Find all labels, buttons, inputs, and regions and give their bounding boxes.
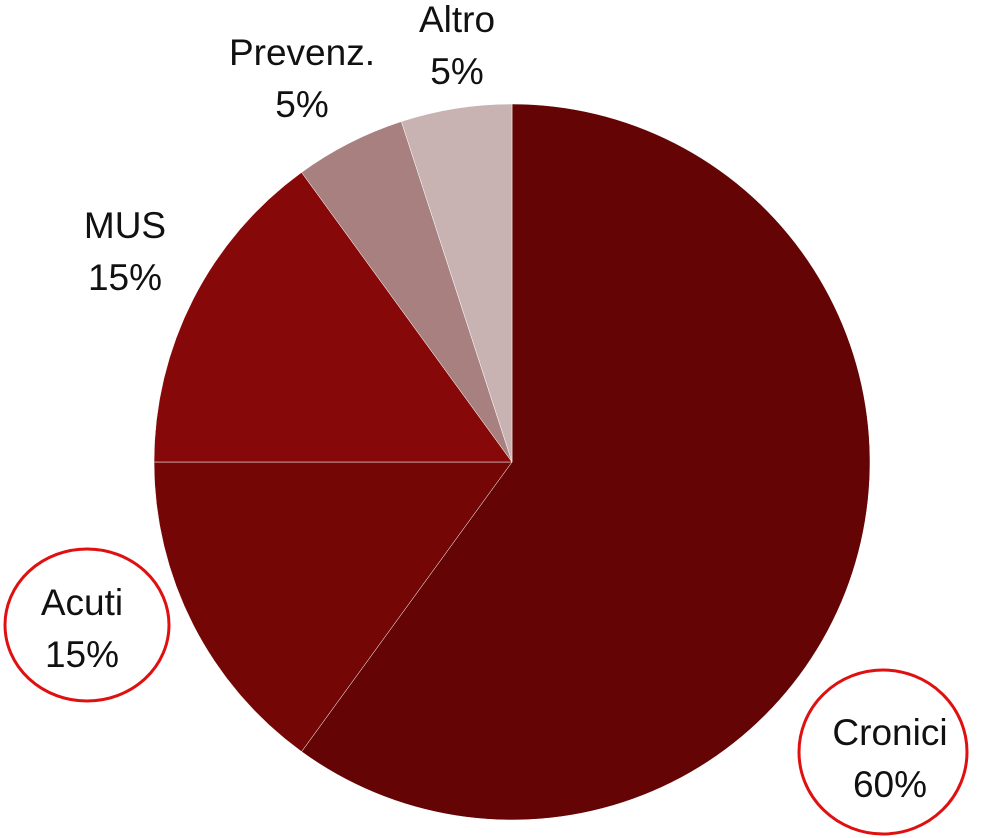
pie-slice [301,103,871,821]
pie-slice [153,461,513,752]
slice-value-label: 15% [45,634,119,675]
slice-label: MUS [84,205,166,246]
slice-value-label: 5% [275,84,328,125]
slice-label: Acuti [41,582,123,623]
slice-label: Altro [419,0,495,40]
slice-label: Cronici [832,712,947,753]
pie-slice [153,172,513,463]
highlight-circle [3,547,171,703]
pie-slice [401,103,513,463]
slice-value-label: 15% [88,257,162,298]
slice-value-label: 60% [853,764,927,805]
slice-label: Prevenz. [229,32,375,73]
highlight-circle [797,668,969,836]
slice-value-label: 5% [430,51,483,92]
